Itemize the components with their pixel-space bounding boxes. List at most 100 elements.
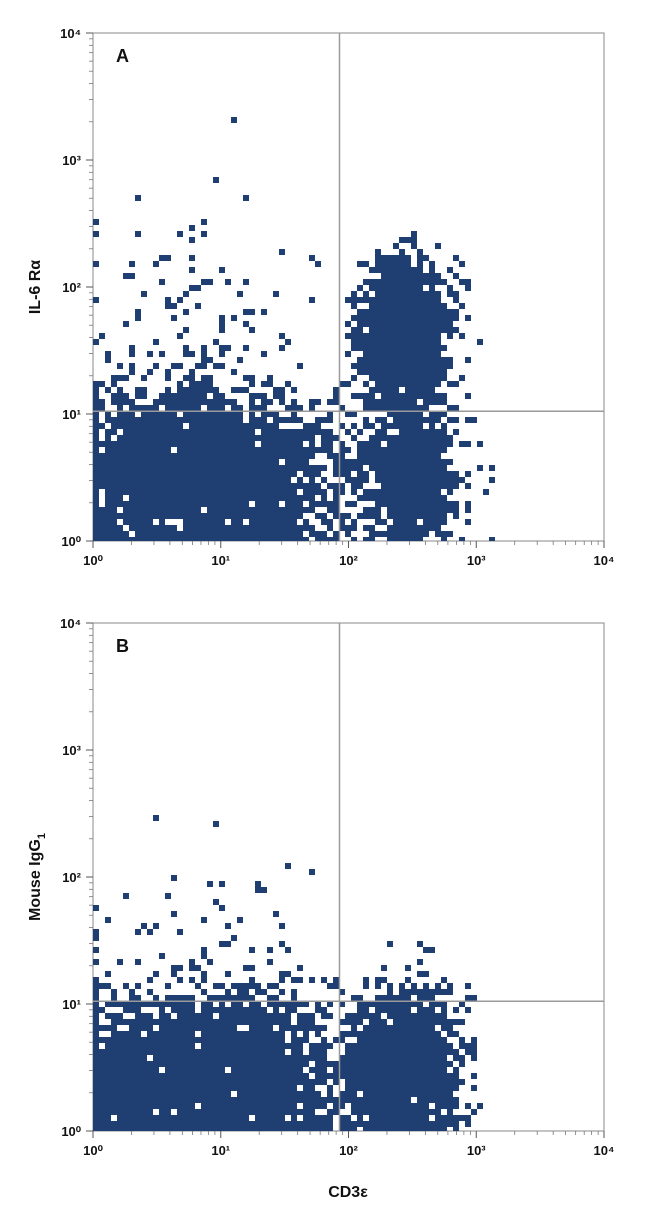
event-dot bbox=[441, 321, 447, 327]
event-dot bbox=[237, 429, 243, 435]
event-dot bbox=[243, 375, 249, 381]
event-dot bbox=[279, 477, 285, 483]
event-dot bbox=[201, 1121, 207, 1127]
event-dot bbox=[351, 1031, 357, 1037]
event-dot bbox=[111, 1079, 117, 1085]
event-dot bbox=[135, 429, 141, 435]
event-dot bbox=[171, 1031, 177, 1037]
event-dot bbox=[435, 483, 441, 489]
event-dot bbox=[141, 495, 147, 501]
event-dot bbox=[447, 1019, 453, 1025]
event-dot bbox=[375, 1043, 381, 1049]
event-dot bbox=[435, 357, 441, 363]
event-dot bbox=[387, 369, 393, 375]
event-dot bbox=[417, 1073, 423, 1079]
axis-ticks bbox=[86, 622, 605, 1138]
event-dot bbox=[201, 1115, 207, 1121]
event-dot bbox=[393, 1121, 399, 1127]
event-dot bbox=[387, 351, 393, 357]
event-dot bbox=[291, 1031, 297, 1037]
event-dot bbox=[387, 453, 393, 459]
event-dot bbox=[417, 1001, 423, 1007]
event-dot bbox=[285, 1097, 291, 1103]
event-dot bbox=[195, 525, 201, 531]
event-dot bbox=[189, 525, 195, 531]
event-dot bbox=[147, 471, 153, 477]
event-dot bbox=[231, 507, 237, 513]
event-dot bbox=[261, 513, 267, 519]
event-dot bbox=[279, 1073, 285, 1079]
event-dot bbox=[159, 255, 165, 261]
event-dot bbox=[339, 1115, 345, 1121]
event-dot bbox=[345, 501, 351, 507]
event-dot bbox=[393, 501, 399, 507]
event-dot bbox=[111, 1037, 117, 1043]
event-dot bbox=[189, 459, 195, 465]
event-dot bbox=[141, 1091, 147, 1097]
event-dot bbox=[345, 1091, 351, 1097]
event-dot bbox=[315, 399, 321, 405]
event-dot bbox=[351, 297, 357, 303]
event-dot bbox=[249, 1043, 255, 1049]
event-dot bbox=[129, 1001, 135, 1007]
event-dot bbox=[207, 1079, 213, 1085]
event-dot bbox=[189, 381, 195, 387]
event-dot bbox=[273, 423, 279, 429]
event-dot bbox=[129, 513, 135, 519]
event-dot bbox=[291, 441, 297, 447]
event-dot bbox=[417, 1085, 423, 1091]
event-dot bbox=[207, 519, 213, 525]
event-dot bbox=[363, 1007, 369, 1013]
event-dot bbox=[267, 1103, 273, 1109]
event-dot bbox=[225, 1013, 231, 1019]
event-dot bbox=[183, 507, 189, 513]
event-dot bbox=[393, 345, 399, 351]
event-dot bbox=[273, 1091, 279, 1097]
event-dot bbox=[141, 1061, 147, 1067]
event-dot bbox=[369, 393, 375, 399]
event-dot bbox=[123, 447, 129, 453]
event-dot bbox=[333, 435, 339, 441]
event-dot bbox=[105, 1055, 111, 1061]
event-dot bbox=[243, 1043, 249, 1049]
event-dot bbox=[129, 429, 135, 435]
event-dot bbox=[201, 1013, 207, 1019]
event-dot bbox=[183, 513, 189, 519]
event-dot bbox=[363, 339, 369, 345]
event-dot bbox=[297, 453, 303, 459]
event-dot bbox=[363, 363, 369, 369]
event-dot bbox=[171, 1001, 177, 1007]
event-dot bbox=[267, 1097, 273, 1103]
event-dot bbox=[447, 309, 453, 315]
event-dot bbox=[363, 1085, 369, 1091]
event-dot bbox=[153, 537, 159, 541]
event-dot bbox=[213, 477, 219, 483]
event-dot bbox=[141, 393, 147, 399]
event-dot bbox=[375, 381, 381, 387]
event-dot bbox=[207, 357, 213, 363]
event-dot bbox=[159, 1079, 165, 1085]
event-dot bbox=[399, 531, 405, 537]
event-dot bbox=[429, 309, 435, 315]
event-dot bbox=[225, 923, 231, 929]
event-dot bbox=[435, 1103, 441, 1109]
event-dot bbox=[273, 1115, 279, 1121]
event-dot bbox=[201, 537, 207, 541]
event-dot bbox=[141, 537, 147, 541]
event-dot bbox=[93, 1043, 99, 1049]
event-dot bbox=[429, 1037, 435, 1043]
event-dot bbox=[381, 1031, 387, 1037]
event-dot bbox=[123, 537, 129, 541]
event-dot bbox=[243, 501, 249, 507]
event-dot bbox=[303, 1079, 309, 1085]
event-dot bbox=[291, 387, 297, 393]
event-dot bbox=[351, 1103, 357, 1109]
event-dot bbox=[411, 1037, 417, 1043]
event-dot bbox=[411, 1103, 417, 1109]
event-dot bbox=[207, 459, 213, 465]
event-dot bbox=[195, 1085, 201, 1091]
event-dot bbox=[381, 297, 387, 303]
event-dot bbox=[417, 1049, 423, 1055]
event-dot bbox=[207, 1043, 213, 1049]
event-dot bbox=[111, 1025, 117, 1031]
